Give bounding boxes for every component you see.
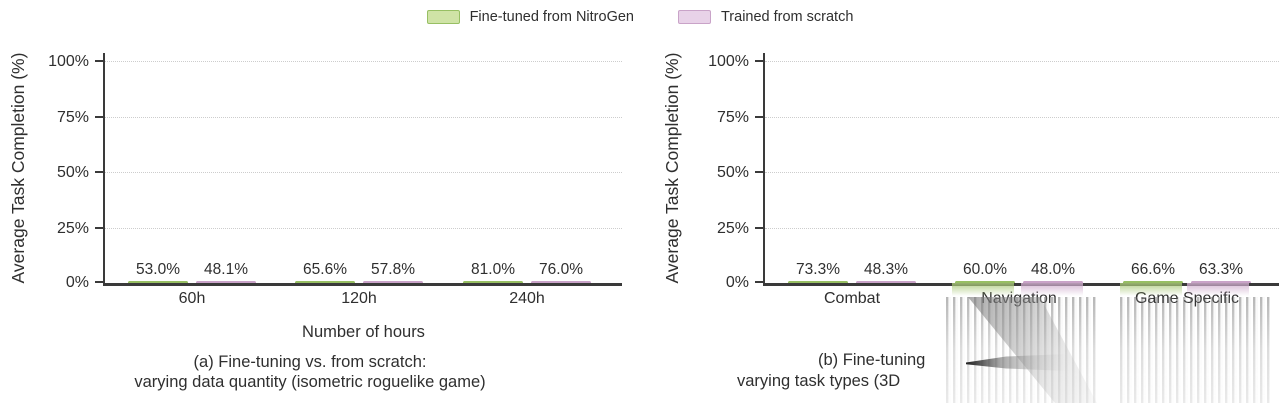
bar-value-label: 48.1% xyxy=(204,261,248,278)
bar-value-label: 48.0% xyxy=(1031,261,1075,278)
bar-value-label: 73.3% xyxy=(796,261,840,278)
bar-value-label: 53.0% xyxy=(136,261,180,278)
gridline-75 xyxy=(765,116,1279,118)
chart-a-caption: (a) Fine-tuning vs. from scratch: varyin… xyxy=(0,352,620,392)
x-tick-label-combat: Combat xyxy=(823,290,881,307)
bar-finetuned-navigation: 60.0% xyxy=(955,261,1015,283)
chart-a-caption-line2: varying data quantity (isometric rogueli… xyxy=(134,373,486,391)
x-tick-label-240h: 240h xyxy=(509,290,545,307)
bar-group-60h: 53.0% 48.1% xyxy=(128,261,256,283)
gridline-50 xyxy=(765,172,1279,173)
glitch-wedge xyxy=(968,297,1097,403)
bar-scratch-240h: 76.0% xyxy=(531,261,591,283)
x-tick-label-game-specific: Game Specific xyxy=(1134,290,1240,307)
chart-b-y-axis-label: Average Task Completion (%) xyxy=(662,52,682,284)
gridline-100 xyxy=(105,61,622,62)
y-tick-mark xyxy=(755,171,763,173)
y-tick-mark xyxy=(95,115,103,118)
gridline-25 xyxy=(765,227,1279,229)
gridline-100 xyxy=(765,61,1279,62)
y-tick-label: 50% xyxy=(716,164,749,181)
bar-value-label: 65.6% xyxy=(303,261,347,278)
y-tick-mark xyxy=(95,281,103,283)
bar-value-label: 60.0% xyxy=(963,261,1007,278)
legend-item-finetuned: Fine-tuned from NitroGen xyxy=(426,9,634,25)
bar-scratch-combat: 48.3% xyxy=(856,261,916,283)
glitch-caption-smear xyxy=(966,354,1066,371)
chart-a-x-axis-label: Number of hours xyxy=(302,323,425,341)
bar-group-combat: 73.3% 48.3% xyxy=(788,261,916,283)
gridline-25 xyxy=(105,227,622,229)
y-tick-mark xyxy=(95,226,103,229)
bar-scratch-navigation: 48.0% xyxy=(1023,261,1083,283)
bar-value-label: 81.0% xyxy=(471,261,515,278)
chart-b-bars: 73.3% 48.3% 60.0% 48.0% 66.6% 63 xyxy=(765,61,1279,283)
chart-b-plot-area: 100% 75% 50% 25% 0% 73.3% 48.3% 60.0% 48… xyxy=(708,53,1279,307)
y-tick-label: 100% xyxy=(708,53,749,70)
chart-b-caption-line2: varying task types (3D xyxy=(737,372,901,390)
glitch-streaks-navigation xyxy=(946,297,1096,403)
bar-value-label: 66.6% xyxy=(1131,261,1175,278)
x-tick-label-60h: 60h xyxy=(178,290,206,307)
bar-finetuned-240h: 81.0% xyxy=(463,261,523,283)
bar-scratch-game-specific: 63.3% xyxy=(1191,261,1251,283)
chart-a-plot-area: 100% 75% 50% 25% 0% 53.0% 48.1% 65.6% 57… xyxy=(48,53,622,341)
bar-group-240h: 81.0% 76.0% xyxy=(463,261,591,283)
y-tick-mark xyxy=(755,115,763,118)
y-tick-label: 25% xyxy=(716,219,749,237)
bar-group-navigation: 60.0% 48.0% xyxy=(955,261,1083,283)
y-tick-mark xyxy=(755,281,763,283)
bar-group-120h: 65.6% 57.8% xyxy=(295,261,423,283)
y-tick-label: 75% xyxy=(56,108,89,126)
y-tick-label: 100% xyxy=(48,53,89,70)
chart-b-caption-line1: (b) Fine-tuning xyxy=(818,351,926,369)
gridline-75 xyxy=(105,116,622,118)
legend-item-scratch: Trained from scratch xyxy=(677,9,854,25)
bar-scratch-120h: 57.8% xyxy=(363,261,423,283)
x-tick-label-navigation: Navigation xyxy=(981,290,1057,307)
chart-a-bars: 53.0% 48.1% 65.6% 57.8% 81.0% 76 xyxy=(105,61,622,283)
bar-finetuned-60h: 53.0% xyxy=(128,261,188,283)
legend-swatch-pink xyxy=(677,10,711,24)
y-tick-mark xyxy=(755,60,763,62)
bar-value-label: 57.8% xyxy=(371,261,415,278)
bar-finetuned-game-specific: 66.6% xyxy=(1123,261,1183,283)
bar-value-label: 63.3% xyxy=(1199,261,1243,278)
bar-finetuned-120h: 65.6% xyxy=(295,261,355,283)
y-tick-mark xyxy=(755,226,763,229)
legend-label-scratch: Trained from scratch xyxy=(720,9,854,25)
y-tick-label: 25% xyxy=(56,219,89,237)
y-tick-label: 75% xyxy=(716,108,749,126)
bar-value-label: 48.3% xyxy=(864,261,908,278)
y-tick-mark xyxy=(95,60,103,62)
bar-scratch-60h: 48.1% xyxy=(196,261,256,283)
bar-value-label: 76.0% xyxy=(539,261,583,278)
chart-a-caption-line1: (a) Fine-tuning vs. from scratch: xyxy=(193,353,427,371)
legend-label-finetuned: Fine-tuned from NitroGen xyxy=(469,9,634,25)
y-tick-mark xyxy=(95,171,103,173)
bar-group-game-specific: 66.6% 63.3% xyxy=(1123,261,1251,283)
bar-finetuned-combat: 73.3% xyxy=(788,261,848,283)
y-tick-label: 0% xyxy=(725,274,749,291)
x-tick-label-120h: 120h xyxy=(341,290,377,307)
y-tick-label: 50% xyxy=(56,164,89,181)
gridline-50 xyxy=(105,172,622,173)
legend-swatch-green xyxy=(426,10,460,24)
glitch-streaks-game-specific xyxy=(1120,297,1270,403)
legend: Fine-tuned from NitroGen Trained from sc… xyxy=(0,9,1280,25)
y-tick-label: 0% xyxy=(65,274,89,291)
